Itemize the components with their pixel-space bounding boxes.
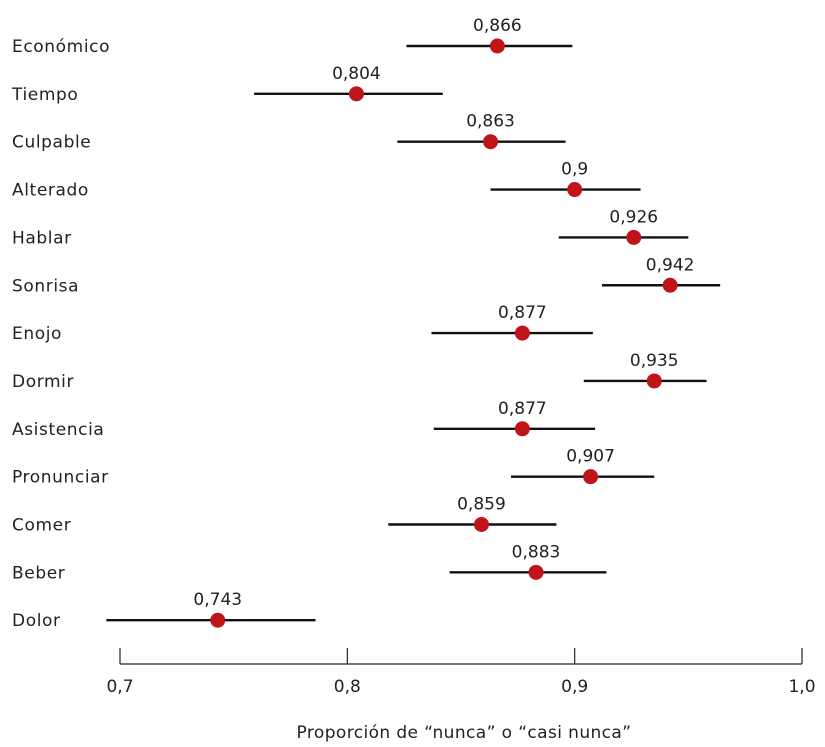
category-label: Hablar xyxy=(12,228,72,248)
category-label: Asistencia xyxy=(12,420,104,440)
x-axis-title: Proporción de “nunca” o “casi nunca” xyxy=(297,723,632,743)
category-label: Comer xyxy=(12,516,71,536)
category-label: Tiempo xyxy=(11,85,78,105)
data-point xyxy=(514,325,530,341)
plot-row: Beber 0,883 xyxy=(12,542,607,583)
category-label: Dolor xyxy=(12,611,61,631)
category-label: Sonrisa xyxy=(12,276,79,296)
data-point xyxy=(646,373,662,389)
plot-row: Sonrisa 0,942 xyxy=(12,255,721,296)
category-label: Culpable xyxy=(12,133,91,153)
category-label: Pronunciar xyxy=(12,468,109,488)
category-label: Alterado xyxy=(12,181,89,201)
plot-row: Dormir 0,935 xyxy=(12,351,707,392)
plot-row: Económico 0,866 xyxy=(12,16,573,57)
x-axis: 0,7 0,8 0,9 1,0 xyxy=(106,648,816,697)
x-tick-label: 0,8 xyxy=(334,677,361,697)
value-label: 0,863 xyxy=(466,112,515,132)
value-label: 0,9 xyxy=(561,160,588,180)
data-point xyxy=(489,38,505,54)
plot-rows: Económico 0,866 Tiempo 0,804 Culpable 0,863 Al… xyxy=(11,16,721,631)
value-label: 0,907 xyxy=(566,447,615,467)
data-point xyxy=(210,612,226,628)
value-label: 0,926 xyxy=(609,207,658,227)
category-label: Económico xyxy=(12,37,110,57)
category-label: Enojo xyxy=(12,324,62,344)
data-point xyxy=(483,134,499,150)
value-label: 0,743 xyxy=(193,590,242,610)
plot-row: Pronunciar 0,907 xyxy=(12,447,655,488)
value-label: 0,877 xyxy=(498,399,547,419)
value-label: 0,942 xyxy=(646,255,695,275)
plot-row: Asistencia 0,877 xyxy=(12,399,596,440)
data-point xyxy=(583,469,599,485)
value-label: 0,866 xyxy=(473,16,522,36)
value-label: 0,883 xyxy=(512,542,561,562)
data-point xyxy=(662,277,678,293)
x-tick-label: 1,0 xyxy=(788,677,815,697)
plot-row: Comer 0,859 xyxy=(12,495,557,536)
data-point xyxy=(473,517,489,532)
category-label: Beber xyxy=(12,563,65,583)
data-point xyxy=(626,229,642,245)
x-axis-ticks: 0,7 0,8 0,9 1,0 xyxy=(106,648,816,697)
plot-row: Culpable 0,863 xyxy=(12,112,566,153)
plot-row: Tiempo 0,804 xyxy=(11,64,443,105)
data-point xyxy=(514,421,530,437)
data-point xyxy=(567,182,583,198)
value-label: 0,877 xyxy=(498,303,547,323)
value-label: 0,804 xyxy=(332,64,381,84)
data-point xyxy=(528,564,544,580)
value-label: 0,859 xyxy=(457,495,506,515)
x-tick-label: 0,9 xyxy=(561,677,588,697)
plot-row: Hablar 0,926 xyxy=(12,207,689,248)
plot-row: Alterado 0,9 xyxy=(12,160,641,201)
x-tick-label: 0,7 xyxy=(106,677,133,697)
plot-row: Enojo 0,877 xyxy=(12,303,593,344)
category-label: Dormir xyxy=(12,372,74,392)
plot-row: Dolor 0,743 xyxy=(12,590,316,631)
value-label: 0,935 xyxy=(630,351,679,371)
data-point xyxy=(348,86,364,102)
